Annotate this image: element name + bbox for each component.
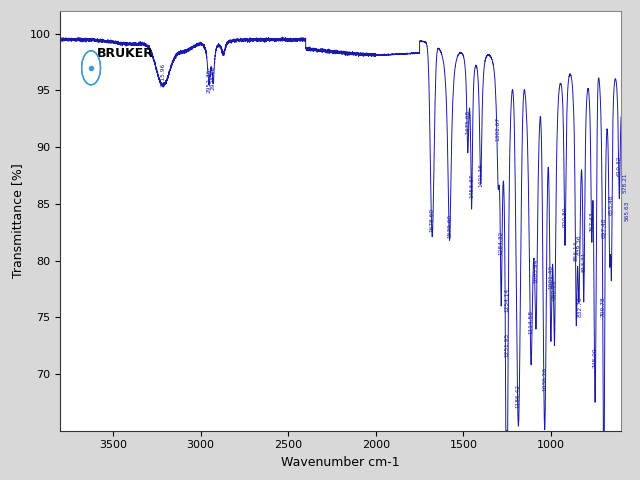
Text: 655.48: 655.48: [609, 195, 614, 215]
Text: 839.36: 839.36: [577, 234, 582, 255]
Text: 610.32: 610.32: [617, 155, 621, 176]
Text: 1085.94: 1085.94: [533, 259, 538, 283]
Text: 748.00: 748.00: [593, 348, 598, 368]
Text: 1475.68: 1475.68: [465, 109, 470, 133]
Y-axis label: Transmittance [%]: Transmittance [%]: [11, 164, 24, 278]
Text: 1114.58: 1114.58: [529, 310, 533, 334]
Text: 700.78: 700.78: [601, 297, 606, 317]
Text: 1401.16: 1401.16: [478, 163, 483, 187]
Text: 1678.60: 1678.60: [429, 208, 435, 232]
Text: 980.95: 980.95: [552, 280, 557, 300]
Text: 565.63: 565.63: [625, 201, 630, 221]
Text: 1001.40: 1001.40: [548, 265, 553, 289]
Text: 1284.32: 1284.32: [499, 230, 504, 255]
Text: 813.31: 813.31: [581, 252, 586, 272]
Text: 3215.96: 3215.96: [160, 63, 165, 87]
Text: 1579.60: 1579.60: [447, 214, 452, 238]
Text: 767.43: 767.43: [589, 212, 594, 232]
Text: 1453.37: 1453.37: [469, 174, 474, 198]
Text: BRUKER: BRUKER: [97, 48, 154, 60]
Text: 697.48: 697.48: [602, 217, 607, 238]
Text: 1254.14: 1254.14: [504, 288, 509, 312]
Text: 856.14: 856.14: [573, 240, 579, 261]
Text: 1036.26: 1036.26: [542, 367, 547, 391]
Text: 1186.42: 1186.42: [516, 384, 521, 408]
Text: 920.80: 920.80: [563, 206, 567, 227]
Text: 1302.67: 1302.67: [495, 118, 500, 142]
Text: 832.70: 832.70: [578, 297, 583, 317]
X-axis label: Wavenumber cm-1: Wavenumber cm-1: [282, 456, 400, 469]
Text: 2952.36: 2952.36: [207, 69, 211, 93]
Text: 1251.95: 1251.95: [504, 333, 509, 357]
Text: 2928.53: 2928.53: [211, 66, 216, 90]
Text: 578.21: 578.21: [622, 172, 627, 192]
